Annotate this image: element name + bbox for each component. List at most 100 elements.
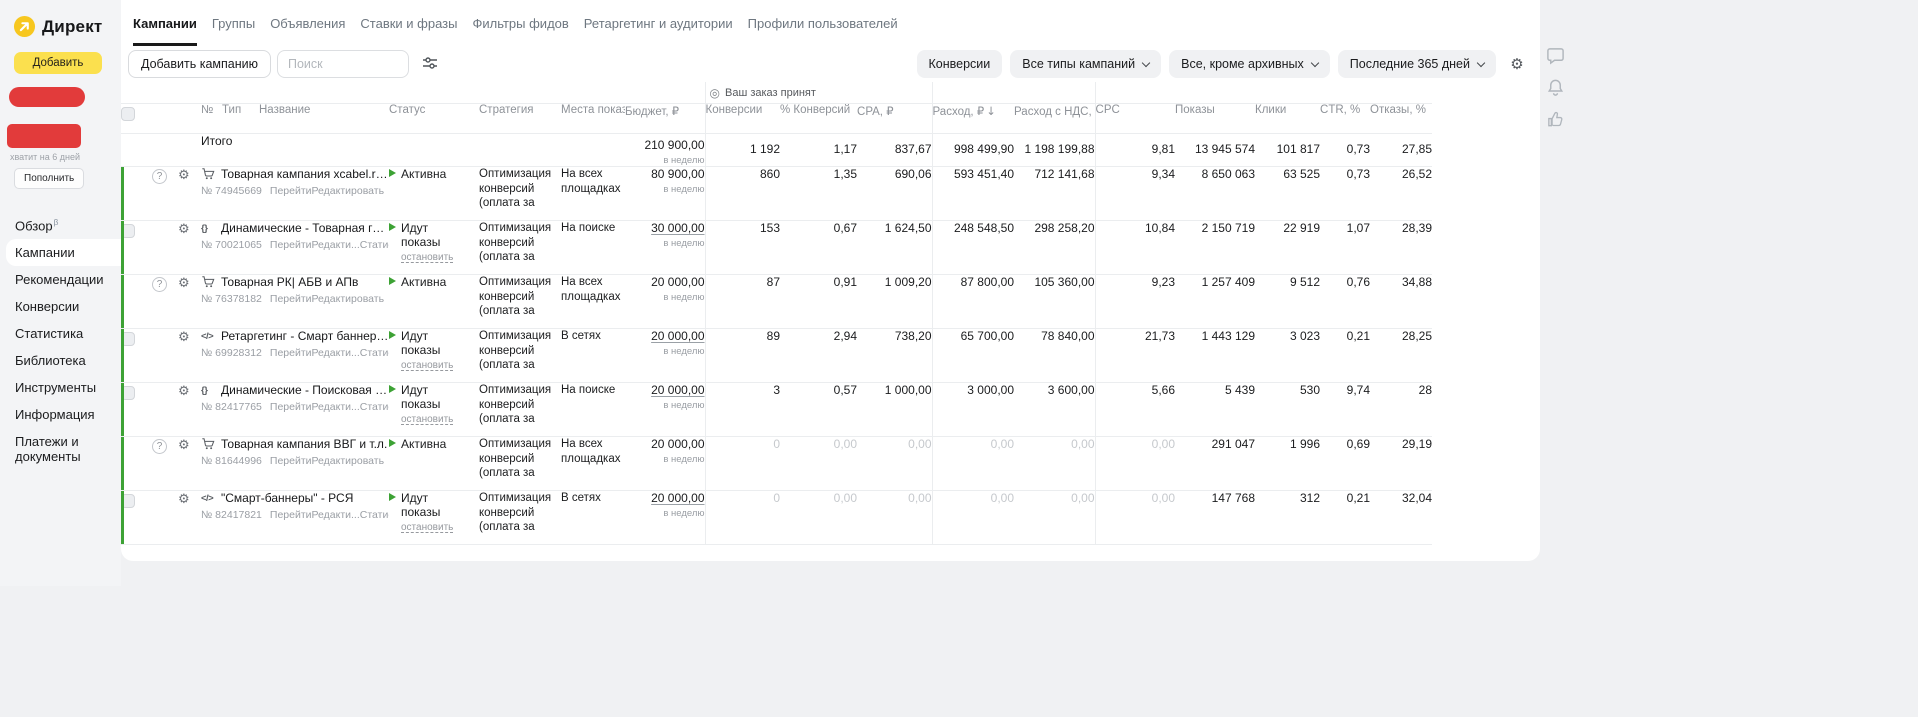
campaign-action-link[interactable]: Перейти — [269, 347, 312, 359]
column-header-impressions[interactable]: Показы — [1175, 103, 1256, 134]
nav-tab[interactable]: Объявления — [270, 16, 345, 46]
campaign-name-link[interactable]: Динамические - Товарная галерея — [221, 221, 389, 235]
notification-row: ◎ Ваш заказ принят — [121, 82, 1432, 104]
sidebar-menu-item[interactable]: Библиотека — [0, 347, 121, 374]
totals-ctr: 0,73 — [1320, 133, 1371, 167]
campaign-name-link[interactable]: Ретаргетинг - Смарт баннеры - 2022 — [221, 329, 389, 343]
campaign-action-link[interactable]: Перейти — [269, 401, 312, 413]
status-label: Активна — [401, 437, 447, 451]
status-play-icon — [389, 223, 396, 231]
add-campaign-button[interactable]: Добавить кампанию — [128, 50, 271, 78]
spend-value: 0,00 — [931, 490, 1015, 545]
budget-value[interactable]: 20 000,00 — [651, 329, 705, 343]
logo[interactable]: Директ — [0, 0, 121, 38]
toolbar-filter-dropdown[interactable]: Все типы кампаний — [1010, 50, 1162, 78]
chat-button[interactable] — [1545, 46, 1565, 66]
filter-settings-button[interactable] — [415, 50, 445, 78]
campaign-action-link[interactable]: Перейти — [269, 509, 312, 521]
notifications-button[interactable] — [1545, 78, 1565, 98]
spend-vat-value: 0,00 — [1014, 490, 1096, 545]
gear-icon[interactable]: ⚙ — [178, 384, 190, 399]
budget-value[interactable]: 20 000,00 — [651, 491, 705, 505]
sidebar-menu-item[interactable]: Обзорβ — [0, 209, 121, 239]
stop-link[interactable]: остановить — [401, 252, 454, 263]
toolbar-filter-dropdown[interactable]: Последние 365 дней — [1337, 50, 1496, 78]
column-header-cpc[interactable]: CPC — [1094, 103, 1176, 134]
gear-icon[interactable]: ⚙ — [178, 276, 190, 291]
sidebar-menu-item[interactable]: Платежи и документы — [0, 428, 121, 470]
stop-link[interactable]: остановить — [401, 522, 454, 533]
sidebar-menu-item-label: Информация — [15, 407, 95, 423]
campaign-action-link[interactable]: Статист... — [359, 509, 389, 521]
column-header-cpa[interactable]: CPA, ₽ — [857, 103, 933, 134]
campaign-action-link[interactable]: Редактировать — [311, 455, 385, 467]
sidebar-menu-item[interactable]: Инструменты — [0, 374, 121, 401]
chevron-down-icon — [1476, 58, 1486, 67]
conversions-button[interactable]: Конверсии — [916, 50, 1003, 78]
help-icon[interactable]: ? — [152, 439, 167, 454]
budget-period: в неделю — [663, 292, 705, 303]
campaign-action-link[interactable]: Редакти... — [311, 401, 360, 413]
sidebar-menu-item[interactable]: Конверсии — [0, 293, 121, 320]
sidebar-menu-item[interactable]: Статистика — [0, 320, 121, 347]
gear-icon[interactable]: ⚙ — [178, 168, 190, 183]
column-header-clicks[interactable]: Клики — [1255, 103, 1321, 134]
nav-tab[interactable]: Профили пользователей — [748, 16, 898, 46]
budget-value[interactable]: 30 000,00 — [651, 221, 705, 235]
column-header-spend[interactable]: Расход, ₽ ↓ — [931, 103, 1015, 134]
nav-tab[interactable]: Фильтры фидов — [472, 16, 568, 46]
campaign-action-link[interactable]: Статист... — [359, 401, 389, 413]
nav-tab[interactable]: Ретаргетинг и аудитории — [584, 16, 733, 46]
gear-icon[interactable]: ⚙ — [178, 492, 190, 507]
search-input[interactable] — [277, 50, 409, 78]
budget-period: в неделю — [663, 508, 705, 519]
gear-icon[interactable]: ⚙ — [178, 330, 190, 345]
help-icon[interactable]: ? — [152, 169, 167, 184]
rate-button[interactable] — [1545, 110, 1565, 130]
conv-rate-value: 0,67 — [780, 220, 858, 275]
nav-tab[interactable]: Ставки и фразы — [360, 16, 457, 46]
campaign-action-link[interactable]: Редакти... — [311, 239, 360, 251]
sidebar-menu-item[interactable]: Кампании — [6, 239, 121, 267]
add-button[interactable]: Добавить — [14, 52, 102, 74]
nav-tab[interactable]: Группы — [212, 16, 255, 46]
stop-link[interactable]: остановить — [401, 360, 454, 371]
sidebar-menu-item[interactable]: Информация — [0, 401, 121, 428]
column-header-spend-vat[interactable]: Расход с НДС, ₽ — [1014, 103, 1096, 134]
stop-link[interactable]: остановить — [401, 414, 454, 425]
column-header-conversions[interactable]: Конверсии — [704, 103, 780, 134]
gear-icon[interactable]: ⚙ — [178, 438, 190, 453]
select-all-checkbox[interactable] — [121, 107, 135, 121]
budget-period: в неделю — [663, 184, 705, 195]
column-header-bounce[interactable]: Отказы, % — [1370, 103, 1433, 134]
campaign-action-link[interactable]: Перейти — [269, 293, 312, 305]
campaign-action-link[interactable]: Перейти — [269, 239, 312, 251]
campaign-action-link[interactable]: Редакти... — [311, 509, 360, 521]
campaign-number: № 82417765 — [201, 401, 262, 413]
table-settings-button[interactable]: ⚙ — [1502, 50, 1532, 78]
budget-value[interactable]: 20 000,00 — [651, 383, 705, 397]
campaign-name-link[interactable]: Товарная РК| АБВ и АПв — [221, 275, 359, 289]
toolbar-filter-dropdown[interactable]: Все, кроме архивных — [1169, 50, 1330, 78]
campaign-name-link[interactable]: "Смарт-баннеры" - РСЯ — [221, 491, 354, 505]
campaign-name-link[interactable]: Динамические - Поисковая выдача — [221, 383, 389, 397]
gear-icon[interactable]: ⚙ — [178, 222, 190, 237]
column-header-budget[interactable]: Бюджет, ₽ — [625, 103, 705, 134]
bounce-value: 28 — [1370, 382, 1433, 437]
campaign-action-link[interactable]: Перейти — [269, 455, 312, 467]
strategy-label: Оптимизация конверсий (оплата за — [479, 384, 552, 425]
campaign-action-link[interactable]: Редактировать — [311, 185, 385, 197]
campaign-action-link[interactable]: Статист... — [359, 347, 389, 359]
nav-tab[interactable]: Кампании — [133, 16, 197, 46]
campaign-name-link[interactable]: Товарная кампания xcabel.ru Общая — [221, 167, 389, 181]
column-header-conv-rate[interactable]: % Конверсий — [780, 103, 858, 134]
campaign-action-link[interactable]: Перейти — [269, 185, 312, 197]
campaign-name-link[interactable]: Товарная кампания ВВГ и т.л. — [221, 437, 388, 451]
help-icon[interactable]: ? — [152, 277, 167, 292]
topup-button[interactable]: Пополнить — [14, 168, 85, 189]
campaign-action-link[interactable]: Редактировать — [311, 293, 385, 305]
sidebar-menu-item[interactable]: Рекомендации — [0, 266, 121, 293]
campaign-action-link[interactable]: Статист... — [359, 239, 389, 251]
column-header-ctr[interactable]: CTR, % — [1320, 103, 1371, 134]
campaign-action-link[interactable]: Редакти... — [311, 347, 360, 359]
